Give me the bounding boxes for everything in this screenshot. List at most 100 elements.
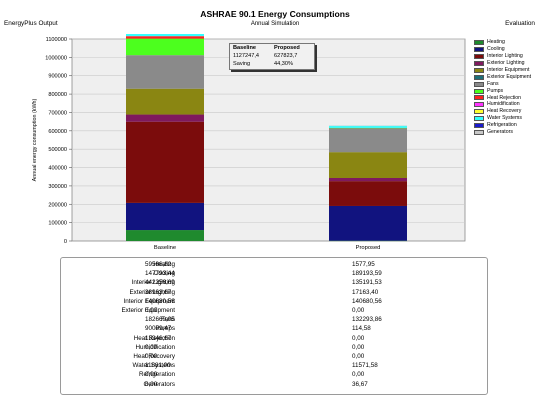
- bar-segment-interior-lighting: [126, 121, 204, 203]
- infobox-saving-label: Saving: [233, 61, 251, 67]
- y-tick-label: 200000: [48, 202, 67, 208]
- legend-item: Cooling: [474, 46, 548, 53]
- row-label: Pumps: [155, 325, 175, 333]
- x-tick-label: Proposed: [356, 245, 381, 251]
- bar-segment-heat-rejection: [126, 36, 204, 39]
- proposed-value: 0,00: [352, 334, 365, 342]
- table-row: Heat Recovery 0,00 0,00: [61, 352, 487, 361]
- row-label: Humidification: [135, 343, 175, 351]
- table-row: Cooling 147793,44 189193,59: [61, 269, 487, 278]
- table-row: Interior Equipment 140680,56 140680,56: [61, 297, 487, 306]
- bar-segment-water-systems: [329, 125, 407, 128]
- row-label: Exterior Equipment: [121, 307, 175, 314]
- bar-segment-water-systems: [126, 33, 204, 37]
- legend-swatch: [474, 39, 484, 45]
- baseline-value: 182669,05: [145, 316, 175, 324]
- row-label: Fans: [161, 316, 175, 324]
- legend-label: Heat Rejection: [487, 94, 522, 101]
- legend-item: Interior Equipment: [474, 67, 548, 74]
- baseline-value: 442256,69: [145, 279, 175, 287]
- baseline-value: 0,00: [145, 343, 158, 351]
- table-row: Generators 0,00 36,67: [61, 380, 487, 389]
- proposed-value: 36,67: [352, 380, 368, 388]
- legend-item: Interior Lighting: [474, 53, 548, 60]
- proposed-value: 1577,95: [352, 261, 375, 268]
- bar-segment-fans: [329, 127, 407, 153]
- legend-item: Exterior Equipment: [474, 74, 548, 81]
- totals-info-box: Baseline Proposed 1127247,4 627823,7 Sav…: [229, 43, 315, 70]
- bar-segment-fans: [126, 55, 204, 89]
- legend-swatch: [474, 67, 484, 73]
- legend-swatch: [474, 109, 484, 115]
- table-row: Exterior Equipment 0,00 0,00: [61, 306, 487, 315]
- x-tick-label: Baseline: [154, 245, 176, 251]
- row-label: Water Systems: [132, 362, 175, 370]
- legend-swatch: [474, 46, 484, 52]
- bar-segment-interior-equipment: [329, 152, 407, 178]
- legend-swatch: [474, 60, 484, 66]
- legend-swatch: [474, 81, 484, 87]
- y-tick-label: 700000: [48, 110, 67, 116]
- chart-legend: Heating Cooling Interior Lighting Exterior …: [474, 39, 548, 136]
- legend-swatch: [474, 116, 484, 122]
- legend-swatch: [474, 88, 484, 94]
- row-label: Generators: [143, 380, 176, 388]
- table-row: Humidification 0,00 0,00: [61, 343, 487, 352]
- proposed-value: 132293,86: [352, 316, 382, 324]
- legend-label: Interior Equipment: [487, 66, 530, 73]
- legend-item: Heat Rejection: [474, 95, 548, 102]
- table-row: Exterior Lighting 38963,67 17163,40: [61, 288, 487, 297]
- row-label: Interior Equipment: [123, 297, 175, 305]
- legend-swatch: [474, 130, 484, 136]
- y-tick-label: 800000: [48, 92, 67, 98]
- y-tick-label: 400000: [48, 166, 67, 172]
- table-row: Refrigeration 0,00 0,00: [61, 370, 487, 379]
- legend-label: Heating: [487, 39, 505, 45]
- bar-segment-interior-equipment: [126, 88, 204, 115]
- legend-item: Exterior Lighting: [474, 60, 548, 67]
- bar-segment-exterior-lighting: [126, 114, 204, 122]
- legend-label: Generators: [487, 129, 513, 136]
- baseline-value: 0,00: [145, 353, 158, 360]
- legend-label: Exterior Equipment: [487, 73, 532, 80]
- legend-item: Pumps: [474, 88, 548, 95]
- proposed-value: 0,00: [352, 307, 365, 314]
- legend-label: Interior Lighting: [487, 52, 523, 59]
- y-tick-label: 1100000: [46, 37, 67, 43]
- table-row: Interior Lighting 442256,69 135191,53: [61, 278, 487, 287]
- source-label: EnergyPlus Output: [4, 20, 58, 27]
- baseline-value: 59586,82: [145, 261, 172, 268]
- proposed-value: 17163,40: [352, 288, 379, 296]
- legend-label: Pumps: [487, 87, 504, 94]
- baseline-value: 11881,00: [145, 362, 171, 370]
- legend-swatch: [474, 95, 484, 101]
- infobox-saving-value: 44,30%: [274, 61, 293, 67]
- row-label: Heat Recovery: [133, 353, 175, 360]
- proposed-value: 114,58: [352, 325, 371, 333]
- legend-item: Generators: [474, 129, 548, 136]
- y-tick-label: 500000: [48, 147, 67, 153]
- table-row: Heat Rejection 13346,67 0,00: [61, 334, 487, 343]
- bar-segment-cooling: [126, 202, 204, 231]
- y-tick-label: 300000: [48, 184, 67, 190]
- infobox-baseline-total: 1127247,4: [233, 53, 260, 59]
- legend-item: Refrigeration: [474, 122, 548, 129]
- chart-subtitle: Annual Simulation: [250, 21, 300, 27]
- baseline-value: 147793,44: [145, 270, 175, 278]
- chart-title: ASHRAE 90.1 Energy Consumptions: [200, 9, 350, 19]
- y-tick-label: 100000: [48, 221, 67, 227]
- y-tick-label: 600000: [48, 129, 67, 135]
- baseline-value: 38963,67: [145, 288, 172, 296]
- proposed-value: 0,00: [352, 353, 365, 360]
- table-row: Fans 182669,05 132293,86: [61, 315, 487, 324]
- legend-label: Humidification: [487, 101, 520, 108]
- row-label: Heating: [153, 261, 175, 268]
- bar-segment-pumps: [126, 38, 204, 56]
- legend-swatch: [474, 74, 484, 80]
- baseline-value: 140680,56: [145, 297, 175, 305]
- evaluation-label: Evaluation: [505, 20, 535, 27]
- table-row: Pumps 90069,47 114,58: [61, 324, 487, 333]
- baseline-value: 0,00: [145, 380, 158, 388]
- bar-segment-heating: [126, 230, 204, 241]
- y-tick-label: 1000000: [45, 55, 67, 61]
